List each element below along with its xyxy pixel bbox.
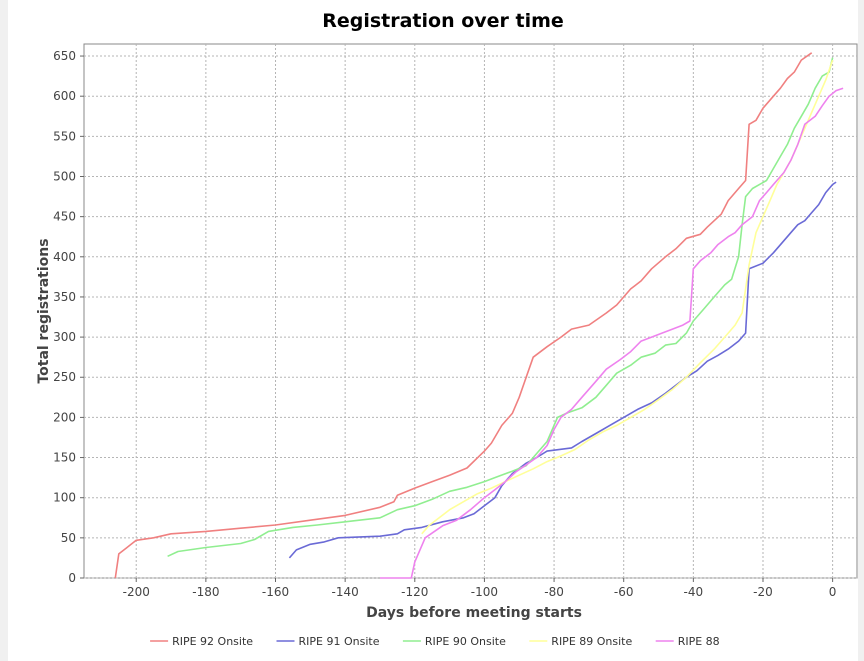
plot-area xyxy=(83,43,858,579)
y-tick-label: 0 xyxy=(68,571,76,585)
y-tick-label: 600 xyxy=(53,89,76,103)
x-tick-label: -100 xyxy=(471,585,498,599)
chart-container: Registration over time -200 -180 -160 -140-… xyxy=(8,0,858,661)
x-tick-label: -40 xyxy=(684,585,704,599)
y-tick-label: 150 xyxy=(53,451,76,465)
x-axis-label: Days before meeting starts xyxy=(366,605,582,621)
y-tick-label: 650 xyxy=(53,49,76,63)
chart-title: Registration over time xyxy=(322,10,564,32)
series-line-ripe-88 xyxy=(380,87,844,579)
y-tick-label: 250 xyxy=(53,370,76,384)
x-tick-label: 0 xyxy=(829,585,837,599)
tick-layer: -200 -180 -160 -140 -120 -100 -80 -60 -40 -20 0050… xyxy=(53,49,836,599)
x-tick-label: -200 xyxy=(123,585,150,599)
y-tick-label: 350 xyxy=(53,290,76,304)
x-tick-label: -180 xyxy=(192,585,219,599)
legend-label-ripe-91-onsite: RIPE 91 Onsite xyxy=(299,635,380,648)
series-line-ripe-90-onsite xyxy=(167,57,834,558)
series-layer xyxy=(114,52,844,579)
series-line-ripe-91-onsite xyxy=(288,181,837,559)
x-tick-label: -20 xyxy=(753,585,773,599)
y-tick-label: 100 xyxy=(53,491,76,505)
y-tick-label: 200 xyxy=(53,410,76,424)
grid-layer xyxy=(84,44,857,579)
y-tick-label: 550 xyxy=(53,129,76,143)
x-tick-label: -160 xyxy=(262,585,289,599)
legend-label-ripe-89-onsite: RIPE 89 Onsite xyxy=(551,635,632,648)
y-tick-label: 450 xyxy=(53,210,76,224)
legend-label-ripe-92-onsite: RIPE 92 Onsite xyxy=(172,635,253,648)
x-tick-label: -60 xyxy=(614,585,634,599)
legend: RIPE 92 Onsite RIPE 91 Onsite RIPE 90 Onsi… xyxy=(150,635,720,648)
y-tick-label: 400 xyxy=(53,250,76,264)
legend-label-ripe-88: RIPE 88 xyxy=(678,635,720,648)
series-line-ripe-92-onsite xyxy=(114,52,813,579)
y-tick-label: 300 xyxy=(53,330,76,344)
x-tick-label: -120 xyxy=(401,585,428,599)
y-tick-label: 50 xyxy=(61,531,76,545)
x-tick-label: -80 xyxy=(544,585,564,599)
y-axis-label: Total registrations xyxy=(36,238,52,383)
registration-line-chart: Registration over time -200 -180 -160 -140-… xyxy=(36,10,858,648)
x-tick-label: -140 xyxy=(332,585,359,599)
y-tick-label: 500 xyxy=(53,169,76,183)
legend-label-ripe-90-onsite: RIPE 90 Onsite xyxy=(425,635,506,648)
